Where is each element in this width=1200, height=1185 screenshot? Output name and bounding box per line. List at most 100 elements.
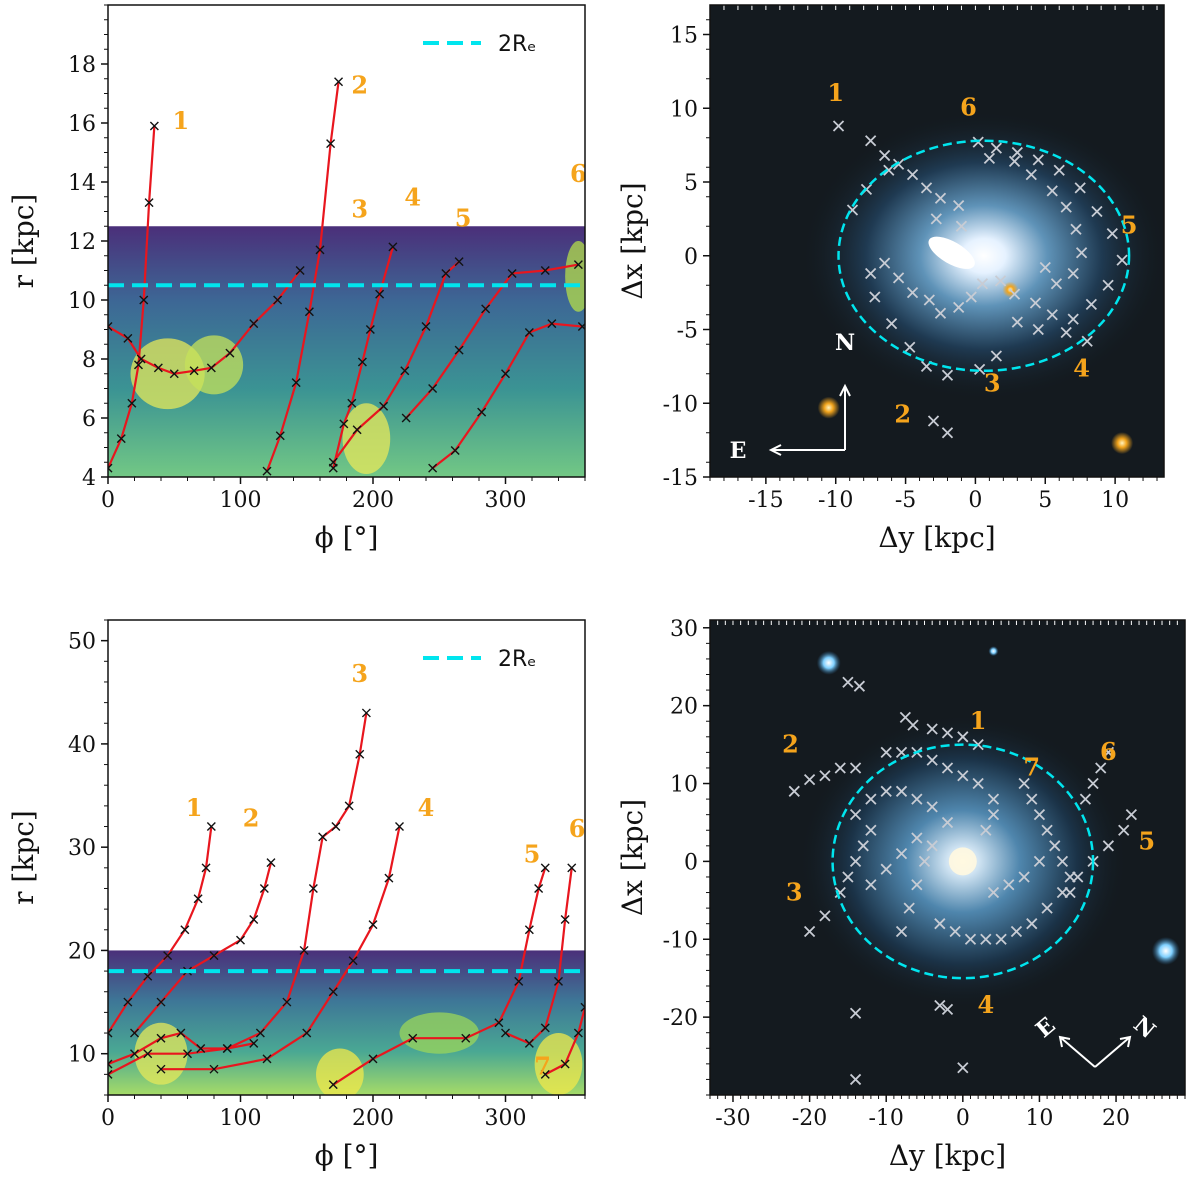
arm-position-marker bbox=[957, 731, 969, 743]
arm-label-6: 6 bbox=[1100, 737, 1117, 766]
y-tick-label: 30 bbox=[68, 836, 96, 861]
arm-position-marker bbox=[857, 840, 869, 852]
arm-point-marker bbox=[355, 749, 365, 759]
y-tick-label: 8 bbox=[82, 348, 96, 373]
arm-position-marker bbox=[980, 933, 992, 945]
arm-position-marker bbox=[953, 301, 965, 314]
arm-point-marker bbox=[259, 883, 269, 893]
arm-position-marker bbox=[995, 933, 1007, 945]
arm-position-marker bbox=[1118, 824, 1130, 836]
arm-position-marker bbox=[1008, 155, 1021, 167]
x-tick-label: 300 bbox=[485, 1106, 527, 1131]
y-tick-label: -10 bbox=[663, 392, 698, 417]
arm-position-marker bbox=[926, 840, 938, 852]
arm-position-marker bbox=[911, 793, 923, 805]
panel-bottom-left: 3 1 2 4 56 7 2Rₑ 0 100 200 300 10 20 30 40 50 ϕ [°] r [kp… bbox=[7, 619, 586, 1172]
arm-point-marker bbox=[282, 997, 292, 1007]
arm-point-marker bbox=[225, 348, 235, 358]
arm-label-7: 7 bbox=[534, 1051, 551, 1080]
arm-position-marker bbox=[869, 291, 881, 303]
x-tick-label: 300 bbox=[485, 488, 527, 513]
galaxy-core bbox=[948, 847, 977, 876]
arm-point-marker bbox=[395, 822, 404, 832]
arm-position-marker bbox=[1018, 777, 1030, 790]
arm-point-marker bbox=[347, 398, 357, 408]
arm-position-marker bbox=[1011, 316, 1023, 328]
arm-position-marker bbox=[1018, 871, 1030, 883]
arm-label-3: 3 bbox=[351, 194, 368, 223]
arm-2-curve bbox=[133, 862, 273, 1034]
x-tick-label: 200 bbox=[352, 488, 394, 513]
arm-position-marker bbox=[1025, 168, 1037, 181]
foreground-star bbox=[1111, 432, 1134, 455]
arm-position-marker bbox=[990, 350, 1003, 362]
arm-position-marker bbox=[1011, 146, 1023, 159]
arm-point-marker bbox=[156, 997, 166, 1007]
arm-point-marker bbox=[163, 951, 173, 961]
arm-position-marker bbox=[1102, 746, 1115, 759]
arm-position-marker bbox=[927, 415, 940, 427]
x-tick-label: 0 bbox=[968, 488, 982, 513]
arm-point-marker bbox=[573, 260, 583, 270]
arm-point-marker bbox=[206, 822, 216, 832]
arm-position-marker bbox=[1050, 278, 1063, 290]
arm-point-marker bbox=[201, 863, 211, 873]
arm-point-marker bbox=[481, 304, 491, 314]
y-tick-label: 20 bbox=[670, 695, 698, 720]
arm-position-marker bbox=[987, 809, 1000, 821]
x-tick-label: -15 bbox=[748, 488, 783, 513]
arm-position-marker bbox=[976, 278, 989, 290]
arm-position-marker bbox=[1060, 201, 1072, 213]
arm-point-marker bbox=[209, 951, 219, 961]
y-tick-label: 14 bbox=[68, 171, 96, 196]
x-tick-label: -10 bbox=[868, 1106, 903, 1131]
x-axis-label: Δy [kpc] bbox=[878, 521, 995, 554]
y-tick-label: 10 bbox=[670, 773, 698, 798]
arm-position-marker bbox=[990, 142, 1003, 154]
y-tick-label: 15 bbox=[670, 24, 698, 49]
arm-point-marker bbox=[139, 295, 149, 305]
arm-point-marker bbox=[156, 1033, 166, 1043]
arm-point-marker bbox=[540, 1023, 550, 1033]
arm-point-marker bbox=[344, 801, 354, 811]
arm-point-marker bbox=[428, 463, 438, 473]
x-axis-label: ϕ [°] bbox=[315, 521, 379, 554]
y-tick-label: 6 bbox=[82, 407, 96, 432]
arm-point-marker bbox=[127, 398, 137, 408]
y-axis-label: r [kpc] bbox=[7, 810, 40, 905]
arm-label-4: 4 bbox=[977, 990, 994, 1019]
legend-label: 2Rₑ bbox=[498, 647, 536, 672]
arm-position-marker bbox=[941, 427, 954, 439]
arm-position-marker bbox=[895, 925, 908, 938]
density-peak bbox=[342, 403, 391, 475]
arm-point-marker bbox=[315, 245, 325, 255]
plot-frame bbox=[709, 4, 1165, 478]
arm-position-marker bbox=[957, 770, 969, 782]
image-area bbox=[710, 5, 1164, 477]
arm-point-marker bbox=[368, 920, 378, 930]
arm-position-marker bbox=[1102, 279, 1114, 291]
arm-label-6: 6 bbox=[960, 93, 977, 122]
arm-point-marker bbox=[384, 873, 394, 883]
arm-position-marker bbox=[878, 149, 891, 162]
arm-position-marker bbox=[955, 220, 968, 232]
arm-position-marker bbox=[941, 816, 954, 829]
arm-point-marker bbox=[357, 357, 367, 367]
y-tick-label: 30 bbox=[670, 617, 698, 642]
arm-position-marker bbox=[1049, 840, 1061, 852]
arm-position-marker bbox=[1032, 323, 1044, 336]
arm-position-marker bbox=[1102, 840, 1115, 852]
x-tick-label: 0 bbox=[101, 488, 115, 513]
arm-position-marker bbox=[849, 1007, 862, 1019]
arm-position-marker bbox=[895, 847, 908, 860]
arm-point-marker bbox=[547, 319, 557, 329]
arm-point-marker bbox=[365, 325, 375, 334]
x-axis-label: ϕ [°] bbox=[315, 1139, 379, 1172]
arm-position-marker bbox=[1039, 261, 1051, 274]
arm-point-marker bbox=[379, 401, 389, 411]
arm-position-marker bbox=[980, 824, 992, 836]
arm-position-marker bbox=[973, 363, 986, 375]
arm-point-marker bbox=[299, 945, 309, 955]
compass-north-label: N bbox=[835, 330, 855, 356]
arm-position-marker bbox=[983, 152, 996, 165]
